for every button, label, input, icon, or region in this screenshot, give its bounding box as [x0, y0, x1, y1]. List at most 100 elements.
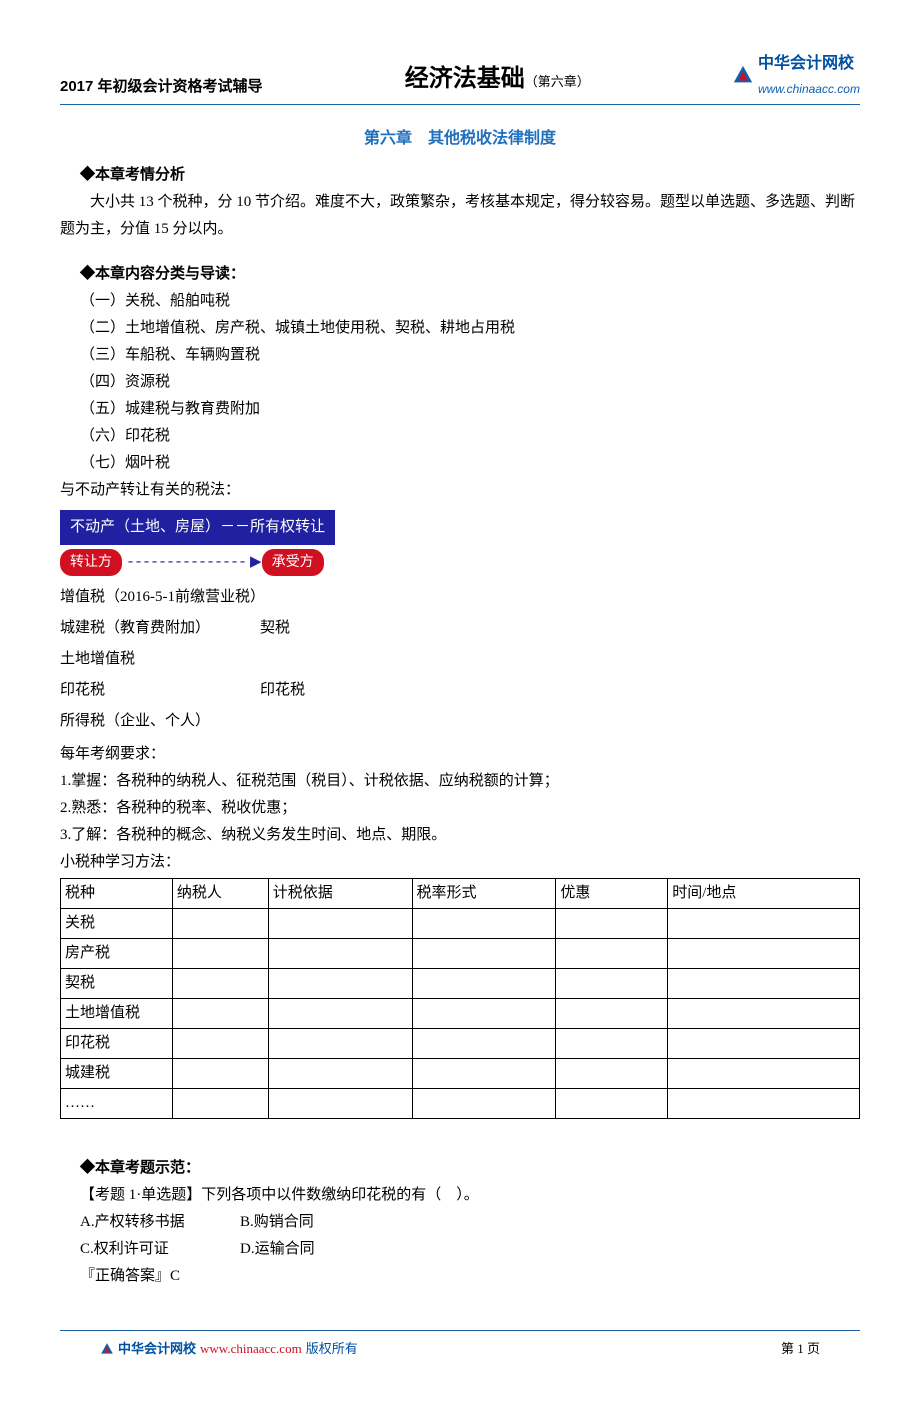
table-header: 优惠: [556, 879, 668, 909]
footer-brand-name: 中华会计网校: [118, 1337, 196, 1360]
table-cell: [172, 1089, 268, 1119]
diag-cell: 所得税（企业、个人）: [60, 706, 260, 737]
section2-item: （六）印花税: [60, 423, 860, 450]
section2-item: （七）烟叶税: [60, 450, 860, 477]
section3-heading: ◆本章考题示范：: [60, 1155, 860, 1182]
table-cell: [172, 1059, 268, 1089]
table-cell: [668, 1089, 860, 1119]
option-b: B.购销合同: [240, 1209, 400, 1236]
requirement-item: 3.了解：各税种的概念、纳税义务发生时间、地点、期限。: [60, 822, 860, 849]
table-header: 纳税人: [172, 879, 268, 909]
table-cell: [556, 1029, 668, 1059]
table-cell: [172, 969, 268, 999]
footer-page-number: 第 1 页: [781, 1337, 820, 1360]
table-cell: [668, 1029, 860, 1059]
table-cell: 房产税: [61, 939, 173, 969]
footer-logo-icon: [100, 1342, 114, 1356]
section2-tail: 与不动产转让有关的税法：: [60, 477, 860, 504]
table-cell: [172, 939, 268, 969]
table-row: 契税: [61, 969, 860, 999]
diag-cell: [260, 706, 400, 737]
table-cell: [268, 939, 412, 969]
brand-logo-icon: [732, 64, 754, 86]
diagram-parties-row: 转让方 ---------------▶ 承受方: [60, 549, 860, 576]
table-cell: [172, 999, 268, 1029]
table-cell: [412, 1089, 556, 1119]
diagram-tax-table: 增值税（2016-5-1前缴营业税） 城建税（教育费附加）契税 土地增值税 印花…: [60, 582, 860, 737]
table-cell: 城建税: [61, 1059, 173, 1089]
answer: 『正确答案』C: [60, 1263, 860, 1290]
header-brand: 中华会计网校 www.chinaacc.com: [732, 50, 860, 100]
header-title-sub: （第六章）: [525, 74, 590, 89]
header-left: 2017 年初级会计资格考试辅导: [60, 73, 263, 100]
table-row: 房产税: [61, 939, 860, 969]
table-cell: [412, 1059, 556, 1089]
study-method-table: 税种 纳税人 计税依据 税率形式 优惠 时间/地点 关税 房产税 契税 土地增值…: [60, 878, 860, 1119]
table-header: 时间/地点: [668, 879, 860, 909]
table-cell: [172, 1029, 268, 1059]
arrow-dashes: ---------------: [126, 549, 246, 576]
chapter-title: 第六章 其他税收法律制度: [60, 125, 860, 154]
requirements-heading: 每年考纲要求：: [60, 741, 860, 768]
table-cell: [412, 1029, 556, 1059]
table-cell: [668, 999, 860, 1029]
brand-name: 中华会计网校: [758, 55, 854, 72]
section1-body: 大小共 13 个税种，分 10 节介绍。难度不大，政策繁杂，考核基本规定，得分较…: [60, 189, 860, 243]
diagram-banner: 不动产（土地、房屋）－－所有权转让: [60, 510, 335, 545]
table-cell: [556, 909, 668, 939]
table-header-row: 税种 纳税人 计税依据 税率形式 优惠 时间/地点: [61, 879, 860, 909]
table-row: 土地增值税: [61, 999, 860, 1029]
table-cell: [268, 1089, 412, 1119]
option-row: C.权利许可证 D.运输合同: [60, 1236, 860, 1263]
diag-cell: 土地增值税: [60, 644, 260, 675]
footer-copyright: 版权所有: [306, 1337, 358, 1360]
diag-cell: [260, 582, 400, 613]
table-row: ……: [61, 1089, 860, 1119]
diag-cell: [260, 644, 400, 675]
method-heading: 小税种学习方法：: [60, 849, 860, 876]
table-cell: [412, 939, 556, 969]
property-transfer-diagram: 不动产（土地、房屋）－－所有权转让 转让方 ---------------▶ 承…: [60, 510, 860, 737]
table-cell: [668, 969, 860, 999]
section2-item: （五）城建税与教育费附加: [60, 396, 860, 423]
footer-url: www.chinaacc.com: [200, 1337, 302, 1360]
diag-cell: 印花税: [60, 675, 260, 706]
requirement-item: 1.掌握：各税种的纳税人、征税范围（税目）、计税依据、应纳税额的计算；: [60, 768, 860, 795]
section2-item: （四）资源税: [60, 369, 860, 396]
footer-left: 中华会计网校 www.chinaacc.com 版权所有: [100, 1337, 358, 1360]
section1-heading: ◆本章考情分析: [60, 162, 860, 189]
question-stem: 【考题 1·单选题】下列各项中以件数缴纳印花税的有（ ）。: [60, 1182, 860, 1209]
table-cell: [268, 1029, 412, 1059]
section2-item: （三）车船税、车辆购置税: [60, 342, 860, 369]
header-title-main: 经济法基础: [405, 65, 525, 92]
requirement-item: 2.熟悉：各税种的税率、税收优惠；: [60, 795, 860, 822]
table-cell: [556, 969, 668, 999]
table-cell: [172, 909, 268, 939]
table-cell: [556, 999, 668, 1029]
table-row: 关税: [61, 909, 860, 939]
table-header: 税种: [61, 879, 173, 909]
table-cell: [268, 969, 412, 999]
brand-url: www.chinaacc.com: [758, 79, 860, 101]
table-cell: [668, 939, 860, 969]
table-cell: [412, 909, 556, 939]
option-d: D.运输合同: [240, 1236, 400, 1263]
table-cell: 土地增值税: [61, 999, 173, 1029]
table-cell: 契税: [61, 969, 173, 999]
section2-item: （一）关税、船舶吨税: [60, 288, 860, 315]
transferor-pill: 转让方: [60, 549, 122, 576]
table-cell: [668, 1059, 860, 1089]
table-cell: [412, 969, 556, 999]
table-cell: [556, 939, 668, 969]
arrow-head-icon: ▶: [250, 549, 262, 576]
diag-cell: 契税: [260, 613, 400, 644]
table-cell: 印花税: [61, 1029, 173, 1059]
header-title: 经济法基础（第六章）: [405, 57, 590, 100]
table-cell: [556, 1059, 668, 1089]
table-cell: [412, 999, 556, 1029]
diag-cell: 印花税: [260, 675, 400, 706]
option-row: A.产权转移书据 B.购销合同: [60, 1209, 860, 1236]
section2-heading: ◆本章内容分类与导读：: [60, 261, 860, 288]
option-c: C.权利许可证: [80, 1236, 240, 1263]
section2-item: （二）土地增值税、房产税、城镇土地使用税、契税、耕地占用税: [60, 315, 860, 342]
